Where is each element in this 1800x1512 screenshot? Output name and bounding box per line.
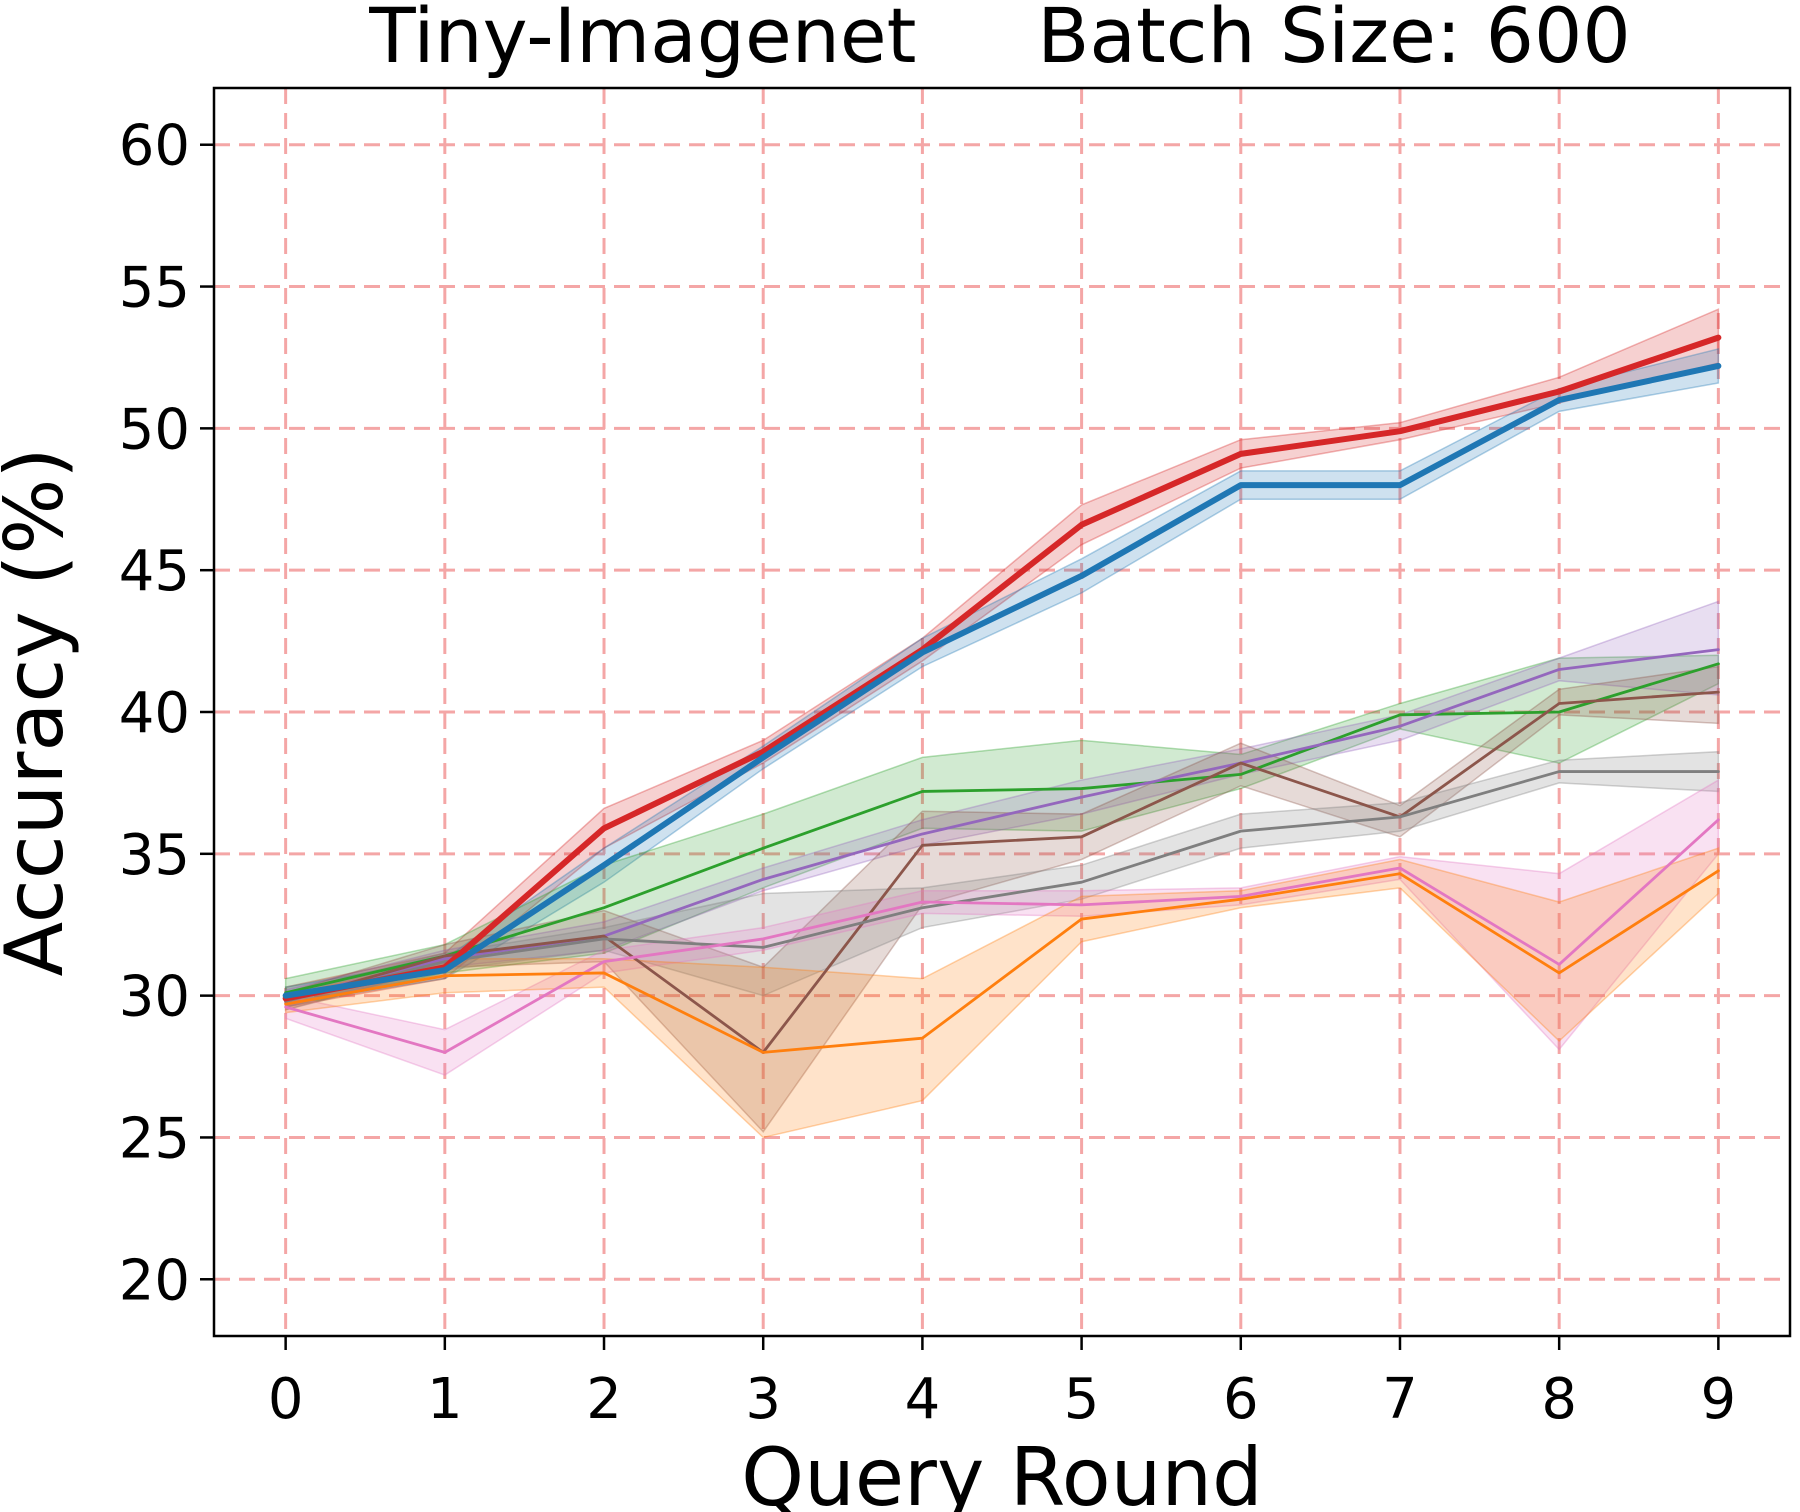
chart-title: Tiny-Imagenet Batch Size: 600: [368, 0, 1630, 80]
confidence-bands: [284, 308, 1720, 1139]
y-tick-label: 25: [119, 1106, 190, 1171]
y-axis-label: Accuracy (%): [0, 447, 81, 976]
x-tick-label: 5: [1064, 1367, 1100, 1432]
x-tick-label: 3: [745, 1367, 781, 1432]
x-tick-label: 1: [427, 1367, 463, 1432]
x-tick-label: 8: [1541, 1367, 1577, 1432]
y-tick-label: 35: [119, 823, 190, 888]
series-0-line: [282, 334, 1722, 1002]
y-axis-ticks: 20 25 30 35 40 45 50 55 60: [119, 114, 214, 1313]
x-tick-label: 7: [1382, 1367, 1418, 1432]
grid-lines: [214, 88, 1790, 1336]
series-5-band: [284, 750, 1720, 1011]
series-4-line: [284, 690, 1720, 1054]
series-3-line: [284, 648, 1720, 1000]
series-lines: [282, 334, 1722, 1054]
x-tick-label: 9: [1701, 1367, 1737, 1432]
x-tick-label: 4: [905, 1367, 941, 1432]
x-axis-ticks: 0 1 2 3 4 5 6 7 8 9: [268, 1336, 1736, 1432]
y-tick-label: 60: [119, 114, 190, 179]
y-tick-label: 45: [119, 539, 190, 604]
y-tick-label: 40: [119, 681, 190, 746]
y-tick-label: 30: [119, 965, 190, 1030]
y-tick-label: 20: [119, 1248, 190, 1313]
series-5-line: [284, 770, 1720, 1003]
series-7-line: [284, 869, 1720, 1054]
series-2-line: [284, 662, 1720, 995]
x-axis-label: Query Round: [741, 1431, 1263, 1512]
series-4-band: [284, 665, 1720, 1133]
series-2-band: [284, 654, 1720, 1008]
x-tick-label: 6: [1223, 1367, 1259, 1432]
y-tick-label: 50: [119, 397, 190, 462]
x-tick-label: 2: [586, 1367, 622, 1432]
series-6-band: [284, 778, 1720, 1076]
series-6-line: [284, 818, 1720, 1054]
x-tick-label: 0: [268, 1367, 304, 1432]
series-1-line: [282, 362, 1722, 999]
series-7-band: [284, 847, 1720, 1139]
series-3-band: [284, 600, 1720, 1008]
y-tick-label: 55: [119, 256, 190, 321]
